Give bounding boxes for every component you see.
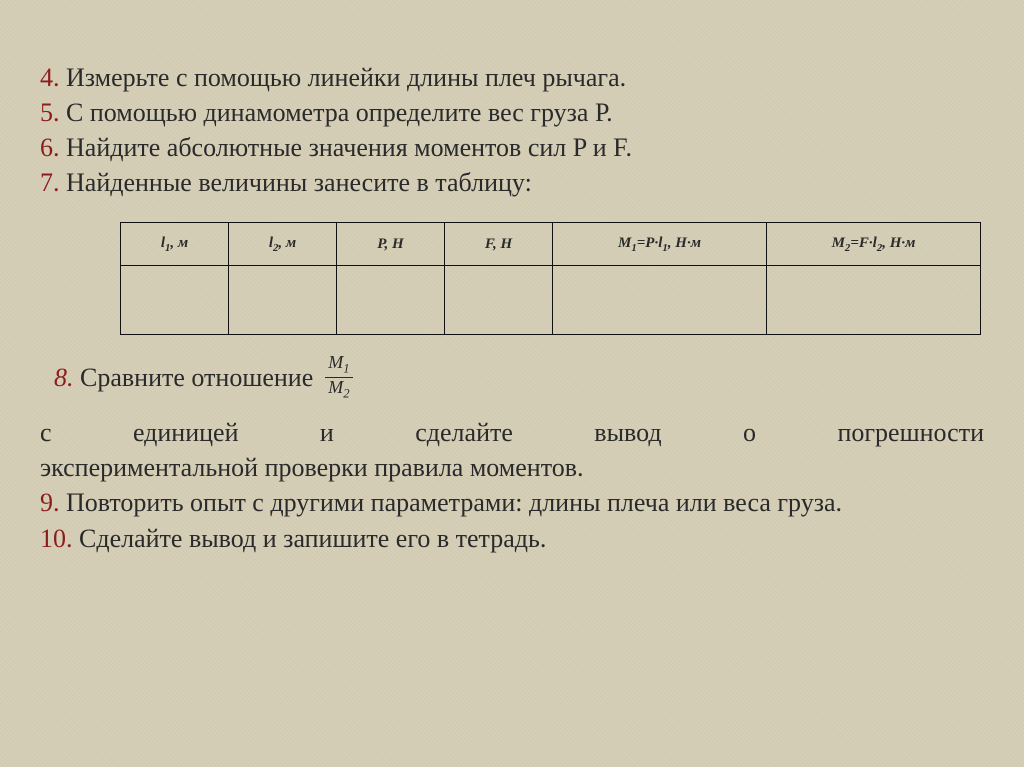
table-cell bbox=[229, 266, 337, 335]
step-number: 4. bbox=[40, 63, 60, 92]
step-text: Сделайте вывод и запишите его в тетрадь. bbox=[73, 524, 547, 553]
step-7: 7. Найденные величины занесите в таблицу… bbox=[40, 165, 984, 200]
step-text: Повторить опыт с другими параметрами: дл… bbox=[60, 488, 843, 517]
table-header-cell: F, H bbox=[445, 223, 553, 266]
step-number: 9. bbox=[40, 488, 60, 517]
step-4: 4. Измерьте с помощью линейки длины плеч… bbox=[40, 60, 984, 95]
step-9: 9. Повторить опыт с другими параметрами:… bbox=[40, 485, 984, 520]
step-10: 10. Сделайте вывод и запишите его в тетр… bbox=[40, 521, 984, 556]
table-cell bbox=[767, 266, 981, 335]
step-number: 10. bbox=[40, 524, 73, 553]
step-text: Сравните отношение bbox=[74, 363, 314, 392]
step-number: 5. bbox=[40, 98, 60, 127]
step-text: Найдите абсолютные значения моментов сил… bbox=[60, 133, 633, 162]
table-body bbox=[121, 266, 981, 335]
step-text: С помощью динамометра определите вес гру… bbox=[60, 98, 613, 127]
table-header-cell: P, H bbox=[337, 223, 445, 266]
table-cell bbox=[445, 266, 553, 335]
table-header-row: l1, мl2, мP, HF, HM1=P·l1, H·мM2=F·l2, H… bbox=[121, 223, 981, 266]
step-8b-line2: экспериментальной проверки правила момен… bbox=[40, 450, 984, 485]
step-5: 5. С помощью динамометра определите вес … bbox=[40, 95, 984, 130]
table-header-cell: M2=F·l2, H·м bbox=[767, 223, 981, 266]
step-number: 7. bbox=[40, 168, 60, 197]
table-header-cell: l1, м bbox=[121, 223, 229, 266]
table-header-cell: M1=P·l1, H·м bbox=[553, 223, 767, 266]
fraction-m1-m2: M1 M2 bbox=[325, 353, 352, 401]
table-cell bbox=[121, 266, 229, 335]
step-8: 8. Сравните отношение M1 M2 bbox=[40, 353, 984, 401]
table-cell bbox=[337, 266, 445, 335]
table-row bbox=[121, 266, 981, 335]
step-8b-line1: с единицей и сделайте вывод о погрешност… bbox=[40, 415, 984, 450]
step-number: 8. bbox=[54, 363, 74, 392]
step-number: 6. bbox=[40, 133, 60, 162]
step-text: Измерьте с помощью линейки длины плеч ры… bbox=[60, 63, 627, 92]
step-text: Найденные величины занесите в таблицу: bbox=[60, 168, 532, 197]
table-cell bbox=[553, 266, 767, 335]
step-6: 6. Найдите абсолютные значения моментов … bbox=[40, 130, 984, 165]
data-table: l1, мl2, мP, HF, HM1=P·l1, H·мM2=F·l2, H… bbox=[120, 222, 981, 335]
table-header-cell: l2, м bbox=[229, 223, 337, 266]
